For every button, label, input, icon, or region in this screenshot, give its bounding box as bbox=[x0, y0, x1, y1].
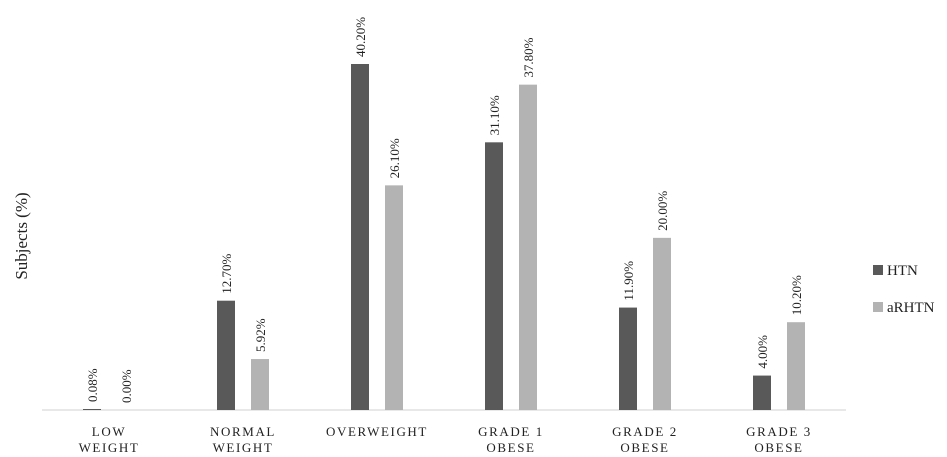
bar-htn-grade-3-obese bbox=[753, 375, 771, 410]
bar-htn-normal-weight bbox=[217, 300, 235, 410]
category-label-normal-weight-line-2: WEIGHT bbox=[213, 440, 274, 455]
category-label-grade-3-obese-line-1: GRADE 3 bbox=[746, 424, 812, 439]
bar-htn-grade-1-obese bbox=[485, 142, 503, 411]
category-label-grade-1-obese-line-1: GRADE 1 bbox=[478, 424, 544, 439]
bar-arhtn-grade-2-obese bbox=[653, 237, 671, 410]
bars-group bbox=[83, 64, 805, 411]
legend-swatch-htn bbox=[873, 265, 883, 275]
category-label-grade-1-obese-line-2: OBESE bbox=[486, 440, 535, 455]
bar-arhtn-normal-weight bbox=[251, 359, 269, 410]
category-label-grade-3-obese-line-2: OBESE bbox=[754, 440, 803, 455]
legend-label-htn: HTN bbox=[887, 263, 918, 279]
bar-htn-overweight bbox=[351, 64, 369, 410]
bar-arhtn-grade-1-obese bbox=[519, 84, 537, 411]
legend-swatch-arhtn bbox=[873, 302, 883, 312]
legend: HTN aRHTN bbox=[873, 263, 935, 316]
data-label-htn-grade-1-obese: 31.10% bbox=[487, 95, 502, 135]
bar-arhtn-grade-3-obese bbox=[787, 322, 805, 410]
y-axis-label: Subjects (%) bbox=[12, 192, 31, 279]
data-label-arhtn-normal-weight: 5.92% bbox=[253, 318, 268, 352]
bar-arhtn-overweight bbox=[385, 185, 403, 410]
category-label-low-weight-line-1: LOW bbox=[92, 424, 126, 439]
category-label-normal-weight-line-1: NORMAL bbox=[210, 424, 276, 439]
legend-label-arhtn: aRHTN bbox=[887, 300, 935, 316]
data-label-arhtn-grade-2-obese: 20.00% bbox=[655, 191, 670, 231]
data-label-arhtn-low-weight: 0.00% bbox=[119, 369, 134, 403]
category-label-low-weight-line-2: WEIGHT bbox=[79, 440, 140, 455]
data-label-htn-grade-2-obese: 11.90% bbox=[621, 261, 636, 301]
category-label-overweight-line-1: OVERWEIGHT bbox=[326, 424, 428, 439]
data-labels-group: 0.08% 0.00% 12.70% 5.92% 40.20% 26.10% 31.10% 3… bbox=[85, 17, 804, 403]
data-label-htn-normal-weight: 12.70% bbox=[219, 253, 234, 293]
data-label-arhtn-overweight: 26.10% bbox=[387, 138, 402, 178]
data-label-arhtn-grade-3-obese: 10.20% bbox=[789, 275, 804, 315]
data-label-arhtn-grade-1-obese: 37.80% bbox=[521, 37, 536, 77]
category-label-grade-2-obese-line-1: GRADE 2 bbox=[612, 424, 678, 439]
data-label-htn-overweight: 40.20% bbox=[353, 17, 368, 57]
data-label-htn-grade-3-obese: 4.00% bbox=[755, 335, 770, 369]
data-label-htn-low-weight: 0.08% bbox=[85, 368, 100, 402]
category-label-grade-2-obese-line-2: OBESE bbox=[620, 440, 669, 455]
bar-htn-low-weight bbox=[83, 409, 101, 410]
bar-htn-grade-2-obese bbox=[619, 307, 637, 410]
